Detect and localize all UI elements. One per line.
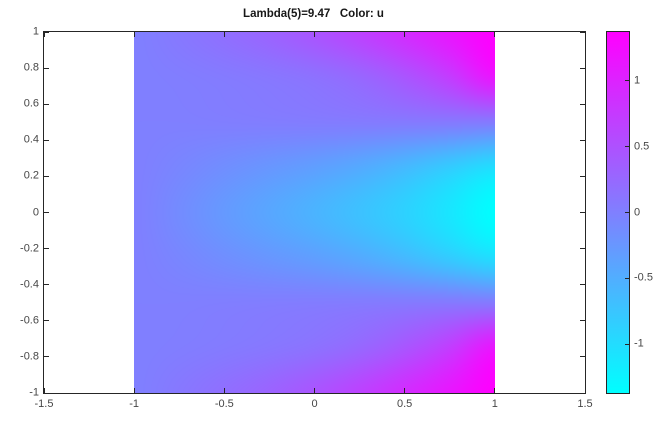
x-tick-label: -0.5 — [214, 398, 234, 410]
y-tick-label: -0.4 — [20, 278, 39, 291]
x-tick-mark — [314, 32, 315, 37]
y-tick-mark — [44, 284, 49, 286]
colorbar — [606, 31, 630, 394]
x-tick-mark — [494, 32, 496, 37]
x-tick-mark — [133, 32, 135, 37]
x-tick-label: -1.5 — [34, 398, 54, 410]
x-tick-label: 1 — [491, 398, 498, 410]
colorbar-tick-mark — [625, 343, 629, 345]
y-tick-mark — [580, 103, 585, 105]
x-tick-label: 0 — [311, 398, 318, 410]
colorbar-gradient — [607, 32, 629, 393]
y-tick-mark — [44, 356, 49, 358]
y-tick-mark — [580, 212, 585, 213]
colorbar-tick-label: 0 — [634, 206, 641, 218]
y-tick-mark — [580, 139, 585, 141]
y-tick-label: 0 — [32, 206, 39, 218]
x-tick-mark — [223, 32, 225, 37]
y-tick-mark — [44, 139, 49, 141]
y-tick-mark — [44, 103, 49, 105]
y-tick-mark — [580, 356, 585, 358]
y-tick-mark — [580, 320, 585, 322]
y-tick-mark — [580, 284, 585, 286]
y-tick-mark — [580, 31, 585, 33]
x-tick-mark — [404, 388, 406, 393]
y-tick-mark — [580, 67, 585, 69]
colorbar-tick-label: 0.5 — [634, 140, 650, 153]
y-tick-mark — [580, 248, 585, 250]
axes — [43, 31, 586, 394]
y-tick-mark — [44, 31, 49, 33]
y-tick-mark — [44, 67, 49, 69]
colorbar-tick-mark — [625, 146, 629, 148]
heatmap-canvas — [134, 32, 496, 393]
x-tick-label: -1 — [129, 398, 140, 410]
y-tick-mark — [44, 392, 49, 394]
x-tick-mark — [404, 32, 406, 37]
y-tick-mark — [44, 320, 49, 322]
x-tick-mark — [43, 388, 45, 393]
x-tick-mark — [584, 388, 586, 393]
x-tick-mark — [584, 32, 586, 37]
y-tick-label: -0.8 — [20, 350, 39, 363]
y-tick-label: 0.2 — [23, 169, 39, 182]
x-tick-mark — [133, 388, 135, 393]
colorbar-tick-mark — [625, 80, 629, 82]
y-tick-label: 0.6 — [23, 97, 39, 110]
colorbar-tick-mark — [625, 277, 629, 279]
x-tick-mark — [223, 388, 225, 393]
y-tick-mark — [44, 175, 49, 177]
x-tick-mark — [314, 388, 315, 393]
x-tick-mark — [43, 32, 45, 37]
colorbar-tick-label: -1 — [634, 337, 644, 350]
y-tick-label: 0.4 — [23, 133, 39, 146]
y-tick-mark — [44, 248, 49, 250]
plot-title: Lambda(5)=9.47 Color: u — [243, 8, 384, 20]
x-tick-label: 1.5 — [577, 398, 593, 410]
y-tick-label: 0.8 — [23, 61, 39, 74]
y-tick-mark — [580, 175, 585, 177]
colorbar-tick-label: 1 — [634, 74, 641, 87]
x-tick-label: 0.5 — [397, 398, 413, 410]
y-tick-label: -1 — [29, 386, 39, 399]
y-tick-mark — [44, 212, 49, 213]
colorbar-tick-mark — [625, 212, 629, 213]
y-tick-mark — [580, 392, 585, 394]
y-tick-label: -0.6 — [20, 314, 39, 327]
y-tick-label: -0.2 — [20, 242, 39, 255]
x-tick-mark — [494, 388, 496, 393]
colorbar-tick-label: -0.5 — [634, 271, 653, 284]
y-tick-label: 1 — [32, 25, 39, 38]
